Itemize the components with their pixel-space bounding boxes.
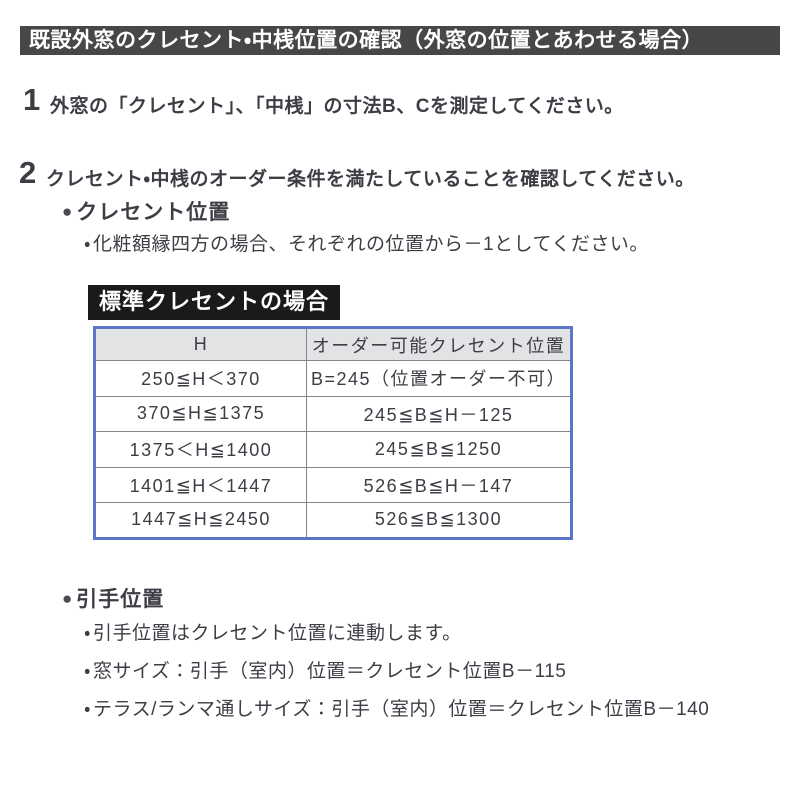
sub-bullet-icon: ・ — [84, 699, 91, 720]
table-row: 1401≦H＜1447 526≦B≦H－147 — [94, 466, 573, 503]
table-cell-h-range: 1447≦H≦2450 — [94, 502, 307, 539]
bullet-icon: ● — [62, 201, 73, 221]
handle-note: ・引手位置はクレセント位置に連動します。 — [84, 618, 462, 645]
table-cell-order-range: 245≦B≦1250 — [305, 431, 573, 468]
crescent-note: ・化粧額縁四方の場合、それぞれの位置から－1としてください。 — [84, 229, 649, 256]
handle-note-text: 引手位置はクレセント位置に連動します。 — [92, 623, 462, 644]
handle-note: ・テラス/ランマ通しサイズ：引手（室内）位置＝クレセント位置B－140 — [84, 694, 709, 721]
sub-bullet-icon: ・ — [84, 234, 91, 255]
handle-note-text: 窓サイズ：引手（室内）位置＝クレセント位置B－115 — [92, 661, 567, 682]
table-cell-h-range: 250≦H＜370 — [94, 360, 307, 397]
standard-crescent-label: 標準クレセントの場合 — [88, 285, 341, 320]
step-1-number: 1 — [23, 82, 41, 117]
bullet-icon: ● — [62, 588, 73, 608]
table-header-row: H オーダー可能クレセント位置 — [94, 327, 573, 361]
sub-bullet-icon: ・ — [84, 623, 91, 644]
step-1-text: 外窓の「クレセント」、「中桟」の寸法B、Cを測定してください。 — [50, 96, 624, 117]
crescent-note-text: 化粧額縁四方の場合、それぞれの位置から－1としてください。 — [92, 234, 649, 255]
handle-position-heading: ● 引手位置 — [62, 583, 164, 613]
handle-note-text: テラス/ランマ通しサイズ：引手（室内）位置＝クレセント位置B－140 — [92, 699, 710, 720]
handle-note: ・窓サイズ：引手（室内）位置＝クレセント位置B－115 — [84, 656, 566, 683]
step-1: 1 外窓の「クレセント」、「中桟」の寸法B、Cを測定してください。 — [23, 84, 624, 118]
table-cell-order-range: 526≦B≦1300 — [305, 502, 573, 539]
crescent-position-heading-text: クレセント位置 — [76, 201, 231, 224]
table-row: 1447≦H≦2450 526≦B≦1300 — [94, 502, 573, 539]
table-cell-order-range: 245≦B≦H－125 — [305, 395, 573, 432]
crescent-position-table: H オーダー可能クレセント位置 250≦H＜370 B=245（位置オーダー不可… — [93, 326, 574, 540]
handle-position-heading-text: 引手位置 — [76, 588, 165, 611]
crescent-position-heading: ● クレセント位置 — [62, 196, 230, 226]
table-cell-h-range: 1375＜H≦1400 — [94, 431, 307, 468]
table-cell-order-range: 526≦B≦H－147 — [305, 466, 573, 503]
table-row: 250≦H＜370 B=245（位置オーダー不可） — [94, 360, 573, 397]
step-2-number: 2 — [19, 155, 37, 190]
table-row: 370≦H≦1375 245≦B≦H－125 — [94, 395, 573, 432]
table-cell-order-range: B=245（位置オーダー不可） — [305, 360, 573, 397]
table-header-order-position: オーダー可能クレセント位置 — [305, 327, 573, 361]
step-2: 2 クレセント・中桟のオーダー条件を満たしていることを確認してください。 — [19, 157, 695, 191]
sub-bullet-icon: ・ — [84, 661, 91, 682]
table-cell-h-range: 1401≦H＜1447 — [94, 466, 307, 503]
step-2-text: クレセント・中桟のオーダー条件を満たしていることを確認してください。 — [46, 169, 695, 190]
table-cell-h-range: 370≦H≦1375 — [94, 395, 307, 432]
page-title: 既設外窓のクレセント・中桟位置の確認（外窓の位置とあわせる場合） — [20, 26, 780, 55]
table-header-h: H — [94, 327, 307, 361]
table-row: 1375＜H≦1400 245≦B≦1250 — [94, 431, 573, 468]
